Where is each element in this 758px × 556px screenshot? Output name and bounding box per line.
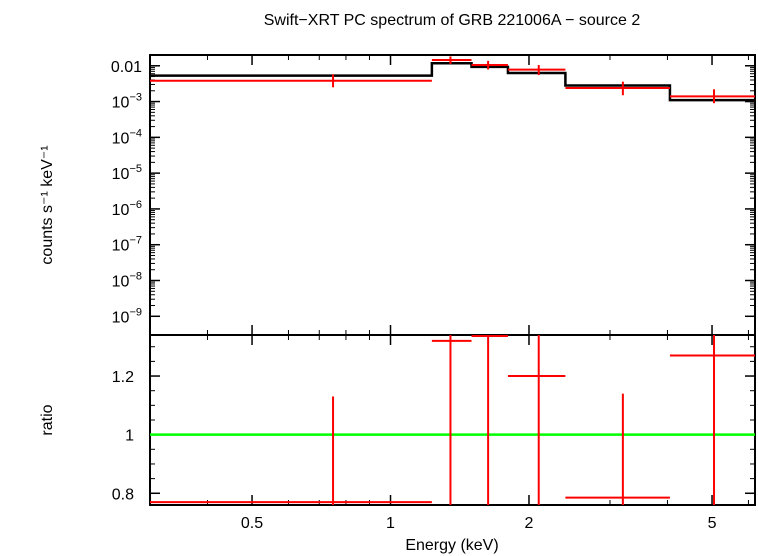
chart-title: Swift−XRT PC spectrum of GRB 221006A − s…	[264, 12, 641, 29]
spectrum-y-tick-label: 10−3	[112, 92, 142, 112]
ratio-panel-frame	[149, 334, 756, 506]
x-tick-label: 0.5	[241, 515, 263, 532]
model-step-line	[150, 61, 755, 102]
x-axis-label: Energy (keV)	[405, 537, 498, 554]
spectrum-y-axis-label: counts s⁻¹ keV⁻¹	[39, 145, 56, 264]
spectrum-y-tick-label: 10−7	[112, 235, 142, 255]
spectrum-y-tick-label: 10−5	[112, 163, 142, 183]
spectrum-panel-frame	[149, 54, 756, 336]
x-tick-label: 1	[386, 515, 395, 532]
spectrum-y-tick-label: 10−6	[112, 199, 142, 219]
spectrum-y-tick-label: 0.01	[111, 59, 142, 76]
spectrum-y-tick-label: 10−8	[112, 270, 142, 290]
spectrum-y-tick-label: 10−4	[112, 127, 142, 147]
ratio-y-axis-label: ratio	[39, 404, 56, 435]
ratio-y-tick-label: 1	[125, 428, 134, 445]
spectrum-y-tick-label: 10−9	[112, 306, 142, 326]
ratio-y-tick-label: 0.8	[112, 486, 134, 503]
x-tick-label: 5	[708, 515, 717, 532]
x-tick-label: 2	[525, 515, 534, 532]
ratio-y-tick-label: 1.2	[112, 369, 134, 386]
